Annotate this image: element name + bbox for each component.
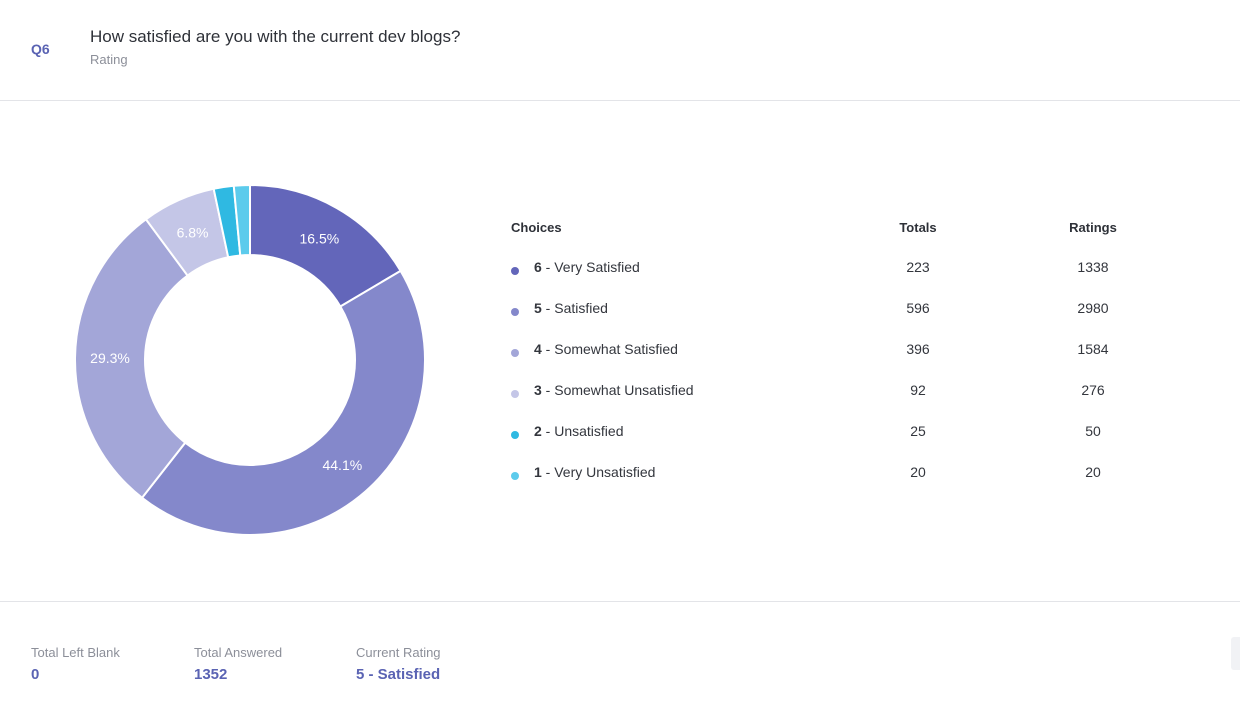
choice-number: 3 — [534, 382, 542, 398]
slice-label: 29.3% — [90, 350, 130, 366]
stat-left-blank-label: Total Left Blank — [31, 645, 120, 660]
legend-dot — [511, 431, 519, 439]
table-row: 2 - Unsatisfied 25 50 — [511, 423, 1151, 464]
choice-total: 396 — [906, 341, 930, 357]
choice-total: 223 — [906, 259, 930, 275]
choice-label: 4 - Somewhat Satisfied — [534, 341, 678, 357]
choice-text: - Somewhat Unsatisfied — [541, 382, 694, 398]
choice-number: 4 — [534, 341, 542, 357]
choice-total: 92 — [910, 382, 926, 398]
header-ratings: Ratings — [1069, 220, 1117, 235]
choice-rating: 2980 — [1077, 300, 1109, 316]
stat-answered: Total Answered 1352 — [194, 645, 282, 683]
legend-dot — [511, 349, 519, 357]
summary-footer: Total Left Blank 0 Total Answered 1352 C… — [0, 601, 1240, 728]
choice-number: 1 — [534, 464, 542, 480]
choice-label: 1 - Very Unsatisfied — [534, 464, 655, 480]
choice-total: 20 — [910, 464, 926, 480]
stat-current-rating: Current Rating 5 - Satisfied — [356, 645, 441, 683]
header-totals: Totals — [899, 220, 937, 235]
choice-text: - Very Satisfied — [541, 259, 640, 275]
choice-rating: 20 — [1085, 464, 1101, 480]
slice-label: 44.1% — [322, 457, 362, 473]
choice-number: 5 — [534, 300, 542, 316]
legend-dot — [511, 308, 519, 316]
table-row: 1 - Very Unsatisfied 20 20 — [511, 464, 1151, 505]
slice-label: 16.5% — [299, 230, 339, 246]
stat-left-blank: Total Left Blank 0 — [31, 645, 120, 683]
choice-label: 3 - Somewhat Unsatisfied — [534, 382, 694, 398]
question-header: Q6 How satisfied are you with the curren… — [0, 0, 1240, 101]
choice-rating: 276 — [1081, 382, 1105, 398]
question-title: How satisfied are you with the current d… — [90, 27, 461, 46]
donut-chart: 16.5% 44.1% 29.3% 6.8% — [74, 183, 426, 536]
table-row: 5 - Satisfied 596 2980 — [511, 300, 1151, 341]
choice-text: - Satisfied — [541, 300, 608, 316]
donut-slice[interactable] — [74, 217, 189, 500]
stat-answered-value: 1352 — [194, 666, 228, 683]
edge-scroll-tab[interactable] — [1231, 637, 1240, 670]
choice-label: 6 - Very Satisfied — [534, 259, 640, 275]
donut-slice[interactable] — [232, 183, 251, 257]
choice-total: 596 — [906, 300, 930, 316]
choice-text: - Unsatisfied — [541, 423, 624, 439]
choice-total: 25 — [910, 423, 926, 439]
stat-current-rating-value: 5 - Satisfied — [356, 666, 441, 683]
header-choices: Choices — [511, 220, 562, 235]
question-type: Rating — [90, 52, 128, 67]
table-row: 3 - Somewhat Unsatisfied 92 276 — [511, 382, 1151, 423]
question-number: Q6 — [31, 41, 50, 57]
donut-slice[interactable] — [140, 269, 426, 536]
choice-number: 6 — [534, 259, 542, 275]
slice-label: 6.8% — [177, 224, 209, 240]
choice-rating: 1338 — [1077, 259, 1109, 275]
stat-current-rating-label: Current Rating — [356, 645, 441, 660]
choice-rating: 50 — [1085, 423, 1101, 439]
choice-label: 2 - Unsatisfied — [534, 423, 624, 439]
choice-text: - Somewhat Satisfied — [541, 341, 678, 357]
legend-dot — [511, 472, 519, 480]
stat-answered-label: Total Answered — [194, 645, 283, 660]
results-table: Choices Totals Ratings 6 - Very Satisfie… — [511, 218, 1151, 505]
choice-text: - Very Unsatisfied — [541, 464, 656, 480]
legend-dot — [511, 267, 519, 275]
stat-left-blank-value: 0 — [31, 666, 40, 683]
table-header: Choices Totals Ratings — [511, 218, 1151, 259]
choice-label: 5 - Satisfied — [534, 300, 608, 316]
table-row: 6 - Very Satisfied 223 1338 — [511, 259, 1151, 300]
choice-rating: 1584 — [1077, 341, 1109, 357]
table-row: 4 - Somewhat Satisfied 396 1584 — [511, 341, 1151, 382]
choice-number: 2 — [534, 423, 542, 439]
legend-dot — [511, 390, 519, 398]
